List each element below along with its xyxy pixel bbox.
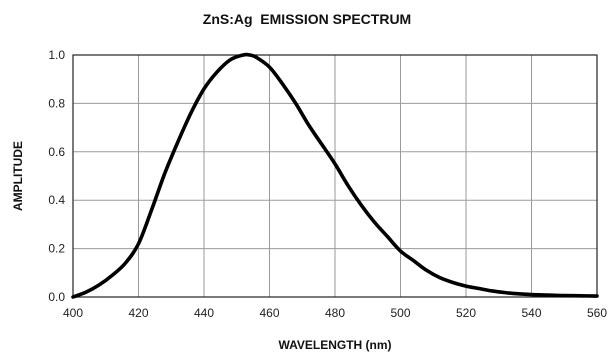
y-tick-label: 0.0 xyxy=(48,290,65,304)
x-tick-label: 480 xyxy=(325,306,345,320)
x-axis-ticks: 400 420 440 460 480 500 520 540 560 xyxy=(63,306,607,320)
y-tick-label: 1.0 xyxy=(48,48,65,62)
x-axis-label: WAVELENGTH (nm) xyxy=(278,338,391,352)
x-tick-label: 560 xyxy=(587,306,607,320)
plot-frame xyxy=(72,54,598,298)
y-tick-label: 0.2 xyxy=(48,242,65,256)
series-line-0 xyxy=(71,52,599,299)
y-axis-ticks: 0.0 0.2 0.4 0.6 0.8 1.0 xyxy=(48,48,65,304)
y-axis-label: AMPLITUDE xyxy=(11,141,25,211)
x-tick-label: 420 xyxy=(128,306,148,320)
x-tick-label: 500 xyxy=(390,306,410,320)
series-layer xyxy=(71,52,599,299)
y-tick-label: 0.4 xyxy=(48,193,65,207)
x-tick-label: 440 xyxy=(194,306,214,320)
x-tick-label: 460 xyxy=(259,306,279,320)
x-tick-label: 520 xyxy=(456,306,476,320)
x-tick-label: 400 xyxy=(63,306,83,320)
y-tick-label: 0.6 xyxy=(48,145,65,159)
chart-title: ZnS:Ag EMISSION SPECTRUM xyxy=(203,11,411,27)
y-tick-label: 0.8 xyxy=(48,96,65,110)
grid xyxy=(72,54,598,298)
x-tick-label: 540 xyxy=(521,306,541,320)
